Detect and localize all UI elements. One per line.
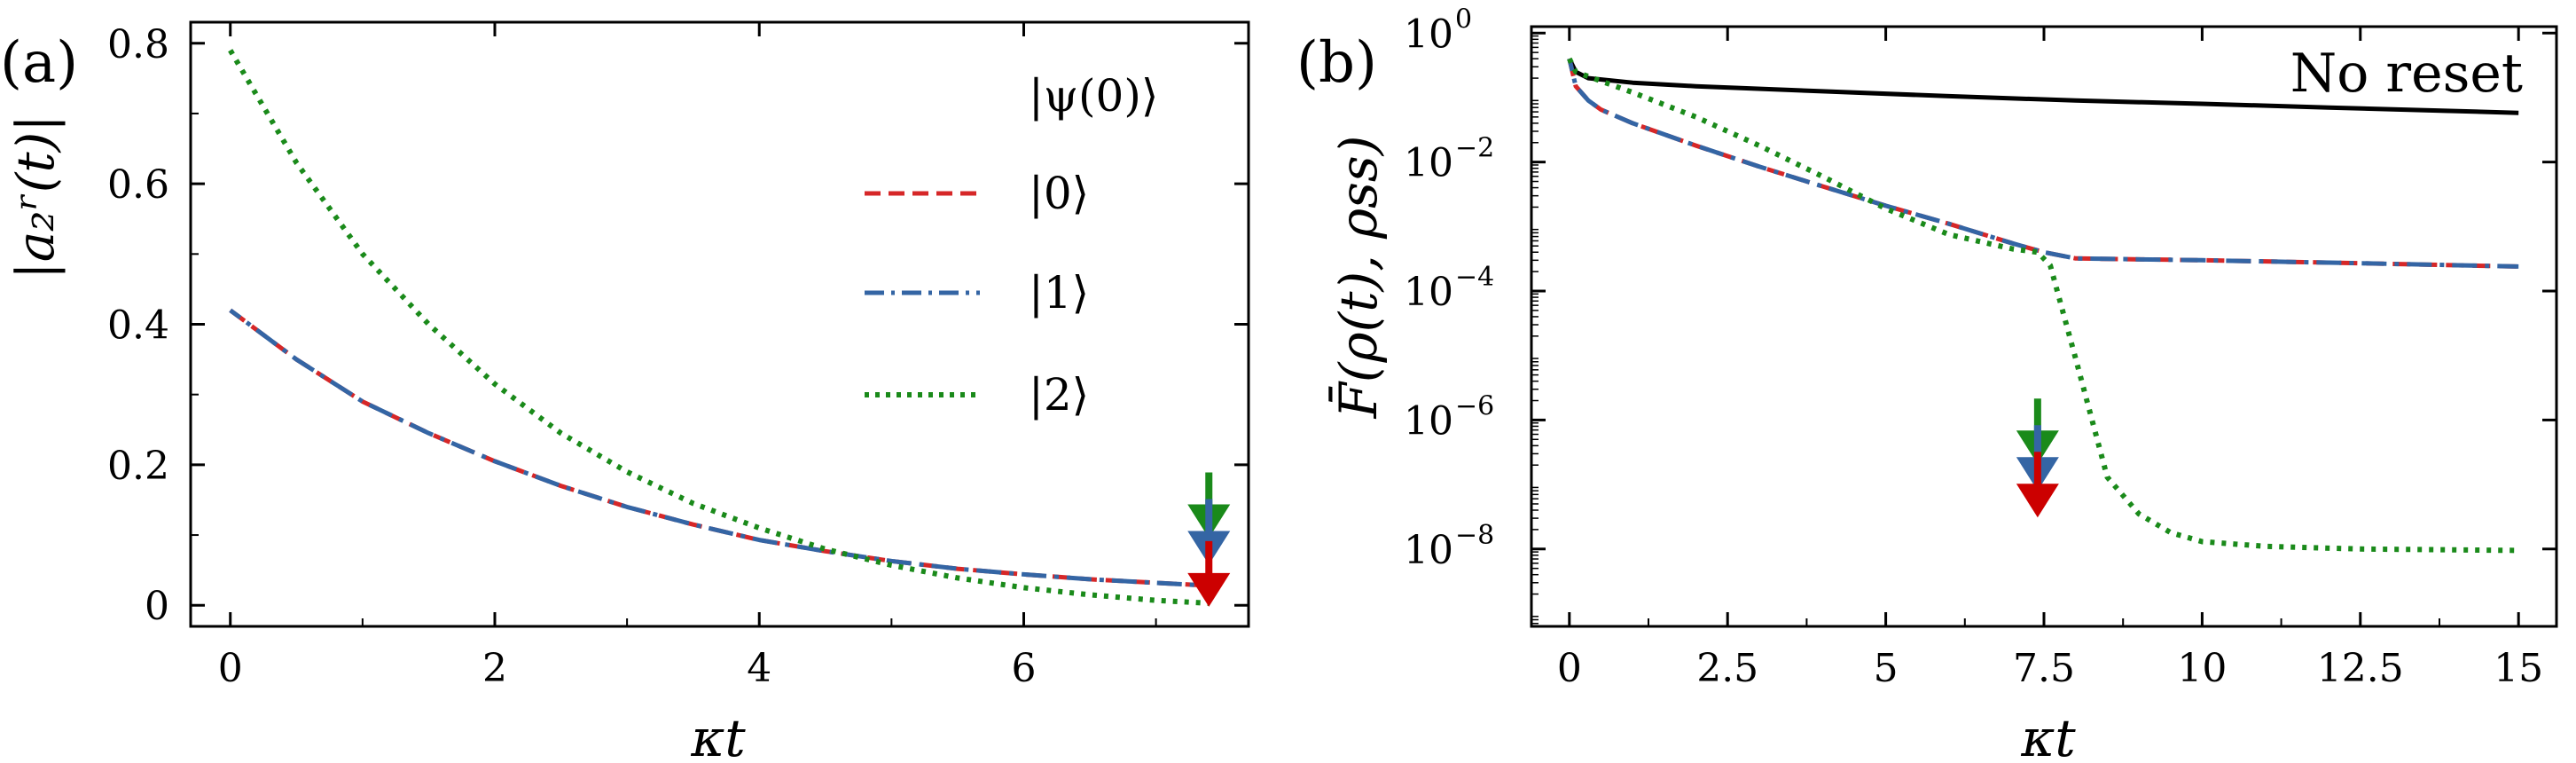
x-tick-label: 2: [482, 646, 507, 691]
y-tick-label: 10 −8: [1404, 520, 1494, 573]
y-tick-exponent: −4: [1455, 262, 1494, 293]
x-tick-label: 10: [2177, 646, 2227, 691]
legend-title: |ψ(0)⟩: [1029, 70, 1158, 122]
panel-b-lines: [1567, 57, 2519, 554]
y-tick-exponent: −6: [1455, 390, 1494, 421]
x-tick-label: 2.5: [1696, 646, 1758, 691]
panel-b-ylabel: F̄(ρ(t), ρss): [1327, 136, 1389, 420]
y-tick-exponent: −2: [1455, 133, 1494, 164]
legend-label-0: |0⟩: [1029, 168, 1089, 219]
panel-a-frame: [189, 20, 1250, 628]
y-tick-exponent: 0: [1455, 4, 1472, 35]
y-tick-label: 10 0: [1404, 4, 1472, 57]
y-tick-base: 10: [1404, 270, 1453, 315]
x-tick-label: 7.5: [2013, 646, 2075, 691]
series-line-3: [1567, 57, 2519, 554]
y-tick-exponent: −8: [1455, 520, 1494, 551]
x-tick-label: 4: [747, 646, 771, 691]
panel-b-label: (b): [1296, 30, 1377, 96]
panel-a-lines: [228, 49, 1210, 606]
y-tick-base: 10: [1404, 12, 1453, 57]
y-tick-base: 10: [1404, 398, 1453, 444]
panel-a-label: (a): [0, 30, 78, 96]
y-tick-label: 10 −6: [1404, 390, 1494, 444]
series-line-0: [229, 308, 1210, 588]
y-tick-label: 0.6: [107, 162, 169, 208]
x-tick-label: 12.5: [2317, 646, 2404, 691]
x-tick-label: 5: [1874, 646, 1899, 691]
panel-a-ylabel: |a₂ʳ(t)|: [5, 114, 66, 279]
y-tick-label: 0.4: [107, 303, 169, 349]
panel-a-xlabel: κt: [690, 708, 746, 763]
series-line-2: [228, 49, 1210, 606]
y-tick-label: 0.8: [107, 22, 169, 67]
x-tick-label: 15: [2494, 646, 2543, 691]
series-line-2: [1567, 58, 2519, 269]
panel-b-arrows: [2016, 398, 2059, 518]
arrow-marker-2: [2016, 452, 2059, 518]
series-line-1: [229, 308, 1210, 588]
y-tick-label: 10 −4: [1404, 262, 1494, 315]
y-tick-label: 0.2: [107, 444, 169, 489]
panel-b-frame: [1530, 25, 2558, 628]
panel-a: (a) |a₂ʳ(t)| κt 0 2 4 6 0 0.2 0.4 0.6 0.8 |ψ(0)⟩…: [0, 20, 1250, 763]
legend-label-2: |2⟩: [1029, 369, 1089, 421]
panel-a-arrows: [1187, 472, 1231, 607]
y-tick-base: 10: [1404, 141, 1453, 186]
panel-b-xlabel: κt: [2020, 708, 2076, 763]
y-tick-base: 10: [1404, 528, 1453, 573]
panel-a-legend: |ψ(0)⟩ |0⟩ |1⟩ |2⟩: [865, 70, 1158, 421]
no-reset-annotation: No reset: [2290, 43, 2523, 105]
x-tick-label: 0: [1557, 646, 1582, 691]
y-tick-label: 0: [145, 584, 169, 629]
x-tick-label: 6: [1011, 646, 1036, 691]
legend-label-1: |1⟩: [1029, 267, 1089, 319]
arrow-marker-2: [1187, 540, 1231, 607]
x-tick-label: 0: [218, 646, 243, 691]
y-tick-label: 10 −2: [1404, 133, 1494, 186]
panel-a-ticks: 0 2 4 6 0 0.2 0.4 0.6 0.8: [107, 22, 1249, 691]
